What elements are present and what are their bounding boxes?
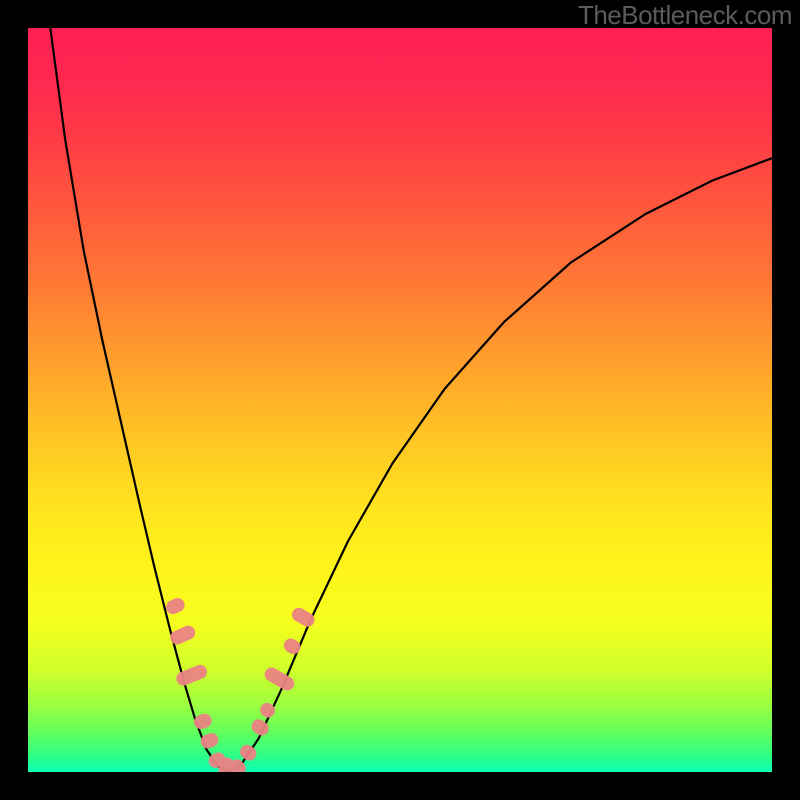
curve-marker <box>168 623 197 646</box>
curve-marker <box>289 605 317 629</box>
watermark-label: TheBottleneck.com <box>578 0 792 31</box>
curve-marker <box>257 700 277 720</box>
curve-marker <box>174 663 209 688</box>
curve-marker <box>249 717 272 739</box>
chart-frame: TheBottleneck.com <box>0 0 800 800</box>
curve-marker <box>164 596 187 617</box>
curve-marker <box>262 665 297 693</box>
curve-marker <box>199 731 221 750</box>
marker-cluster <box>28 28 772 772</box>
curve-marker <box>237 742 259 763</box>
curve-marker <box>281 636 303 657</box>
curve-marker <box>192 712 214 731</box>
plot-area <box>28 28 772 772</box>
